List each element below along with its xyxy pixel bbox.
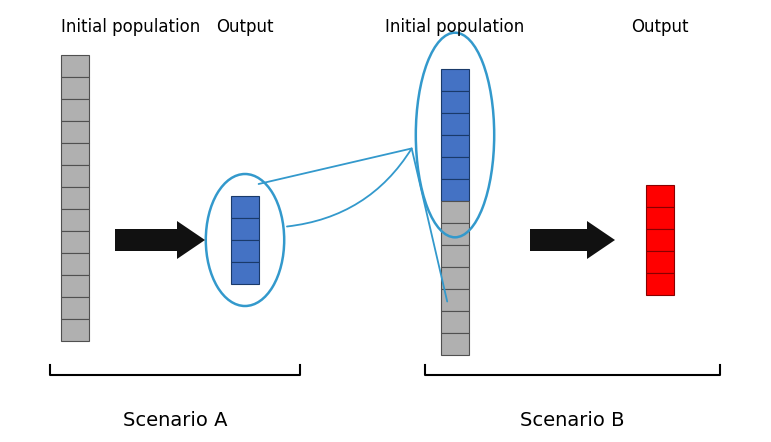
Bar: [441, 245, 469, 267]
Bar: [646, 207, 674, 229]
Bar: [646, 251, 674, 273]
Bar: [441, 91, 469, 113]
Bar: [61, 143, 89, 165]
Bar: [61, 275, 89, 297]
Bar: [61, 121, 89, 143]
Bar: [441, 333, 469, 355]
Bar: [61, 99, 89, 121]
Polygon shape: [587, 221, 615, 259]
Bar: [530, 229, 587, 251]
Text: Output: Output: [216, 18, 274, 36]
Bar: [646, 229, 674, 251]
Text: Initial population: Initial population: [61, 18, 200, 36]
Bar: [441, 69, 469, 91]
Bar: [441, 113, 469, 135]
Bar: [61, 209, 89, 231]
Bar: [646, 273, 674, 295]
Bar: [61, 55, 89, 77]
Bar: [441, 201, 469, 223]
Bar: [115, 229, 177, 251]
Bar: [61, 165, 89, 187]
Bar: [441, 267, 469, 289]
Bar: [61, 187, 89, 209]
Bar: [441, 289, 469, 311]
Bar: [441, 311, 469, 333]
Bar: [441, 179, 469, 201]
Bar: [441, 223, 469, 245]
Bar: [61, 77, 89, 99]
Text: Initial population: Initial population: [386, 18, 524, 36]
Bar: [646, 185, 674, 207]
Bar: [61, 319, 89, 341]
Bar: [231, 240, 259, 262]
Polygon shape: [177, 221, 205, 259]
Text: Scenario B: Scenario B: [520, 411, 625, 430]
Bar: [61, 297, 89, 319]
Text: Scenario A: Scenario A: [123, 411, 227, 430]
Bar: [231, 262, 259, 284]
Text: Output: Output: [631, 18, 689, 36]
Bar: [61, 253, 89, 275]
Bar: [441, 157, 469, 179]
Bar: [231, 196, 259, 218]
Bar: [231, 218, 259, 240]
Bar: [61, 231, 89, 253]
Bar: [441, 135, 469, 157]
